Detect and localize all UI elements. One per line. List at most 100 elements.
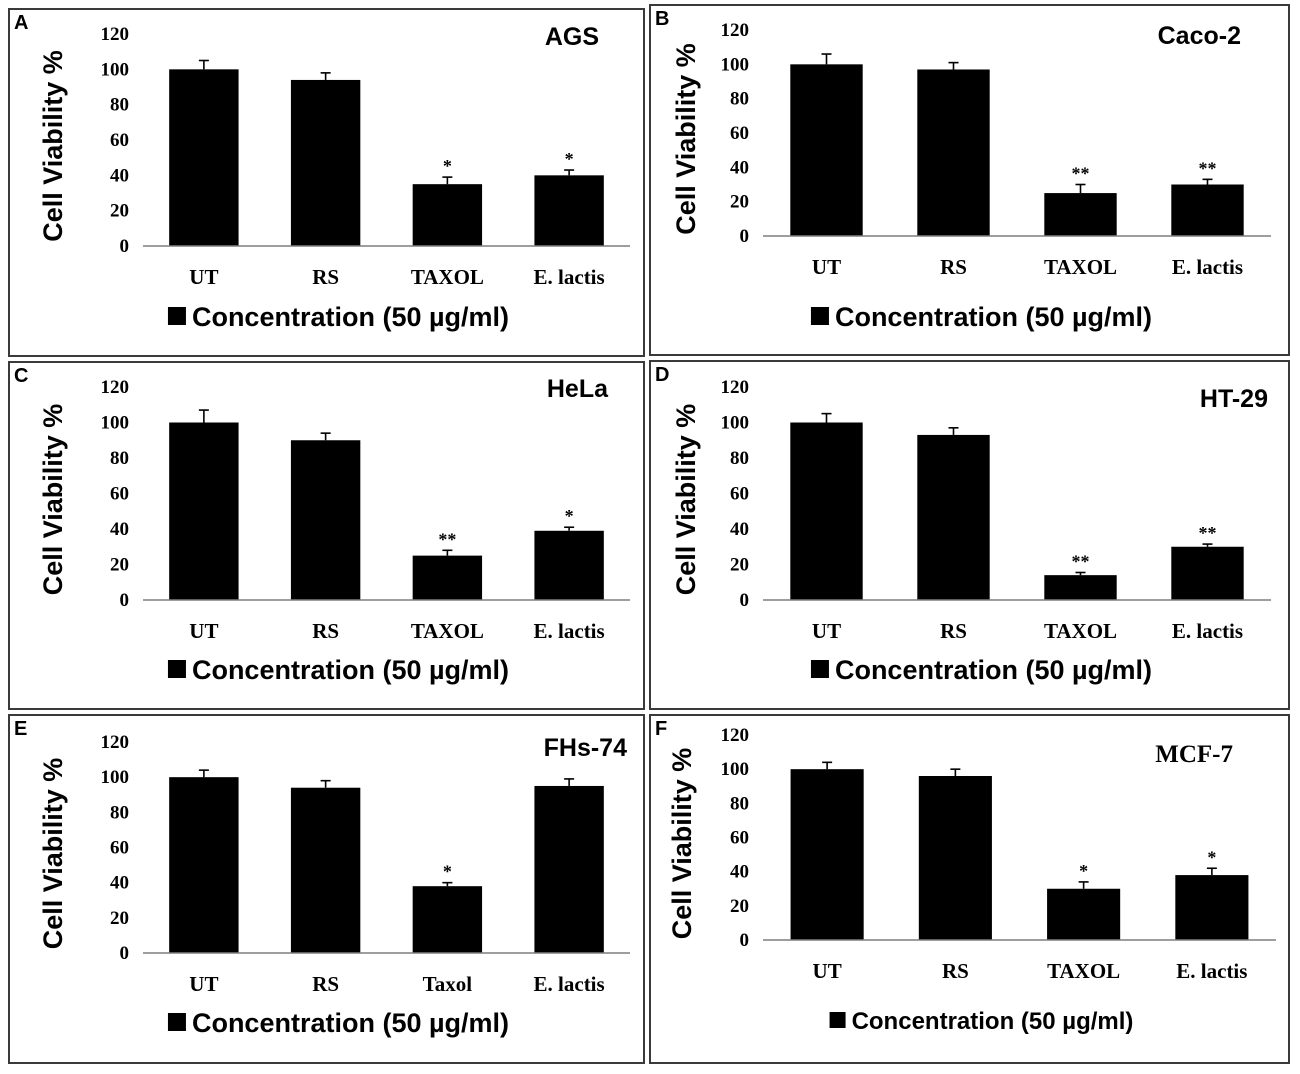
bar xyxy=(1044,193,1117,236)
significance-mark: * xyxy=(565,149,574,169)
chart-title: AGS xyxy=(545,23,599,51)
y-tick-label: 20 xyxy=(110,555,129,576)
y-axis-label: Cell Viability % xyxy=(667,748,697,940)
y-tick-label: 40 xyxy=(730,157,749,178)
chart-panel-c: C Cell Viability % 0 20 40 60 80 100 120 UT RS ** T… xyxy=(8,361,645,710)
category-label: UT xyxy=(813,959,842,983)
y-tick-label: 100 xyxy=(721,54,750,75)
legend-swatch xyxy=(810,307,829,325)
significance-mark: * xyxy=(443,156,452,176)
significance-mark: ** xyxy=(1072,164,1090,184)
y-axis-label: Cell Viability % xyxy=(671,43,701,235)
y-tick-label: 20 xyxy=(730,192,749,213)
bar xyxy=(534,785,604,953)
category-label: E. lactis xyxy=(1172,619,1243,643)
category-label: TAXOL xyxy=(1044,255,1117,279)
legend-label: Concentration (50 µg/ml) xyxy=(192,1008,509,1038)
bar xyxy=(290,440,361,600)
y-tick-label: 0 xyxy=(120,590,130,611)
y-tick-label: 120 xyxy=(721,20,750,41)
legend-swatch xyxy=(810,660,829,678)
chart-panel-a: A Cell Viability % 0 20 40 60 80 100 120 UT RS * TA… xyxy=(8,8,645,357)
bar xyxy=(1175,875,1249,940)
y-axis-label: Cell Viability % xyxy=(38,404,68,596)
bar xyxy=(917,69,990,236)
category-label: RS xyxy=(312,972,339,996)
bar xyxy=(1171,184,1244,236)
category-label: E. lactis xyxy=(534,265,605,289)
category-label: RS xyxy=(940,619,967,643)
category-label: TAXOL xyxy=(411,265,484,289)
legend-label: Concentration (50 µg/ml) xyxy=(835,655,1152,685)
y-tick-label: 40 xyxy=(110,519,129,540)
category-label: UT xyxy=(812,255,841,279)
y-tick-label: 60 xyxy=(730,828,749,849)
category-label: E. lactis xyxy=(534,619,605,643)
bar xyxy=(412,555,483,600)
bar xyxy=(534,175,604,246)
bar xyxy=(1047,888,1121,940)
panel-letter-e: E xyxy=(14,718,28,740)
significance-mark: * xyxy=(1207,847,1216,867)
bar xyxy=(290,787,361,953)
bar xyxy=(918,776,992,940)
legend-label: Concentration (50 µg/ml) xyxy=(192,655,509,685)
y-tick-label: 60 xyxy=(730,123,749,144)
y-tick-label: 120 xyxy=(101,732,130,753)
chart-svg-c: Cell Viability % 0 20 40 60 80 100 120 UT RS ** TAX… xyxy=(38,375,630,685)
panel-letter-d: D xyxy=(655,364,670,386)
panel-letter-b: B xyxy=(655,8,670,30)
panel-letter-c: C xyxy=(14,365,29,387)
category-label: TAXOL xyxy=(1047,959,1120,983)
y-tick-label: 20 xyxy=(730,896,749,917)
y-tick-label: 0 xyxy=(120,943,130,964)
y-tick-label: 80 xyxy=(110,448,129,469)
y-tick-label: 60 xyxy=(110,484,129,505)
legend-swatch xyxy=(167,307,186,325)
y-tick-label: 80 xyxy=(730,793,749,814)
bar xyxy=(790,64,863,236)
y-tick-label: 100 xyxy=(101,767,130,788)
y-tick-label: 0 xyxy=(740,930,750,951)
significance-mark: * xyxy=(443,862,452,882)
significance-mark: ** xyxy=(1199,158,1217,178)
bar xyxy=(534,530,604,600)
bar xyxy=(790,422,863,600)
category-label: UT xyxy=(189,619,218,643)
category-label: E. lactis xyxy=(1172,255,1243,279)
legend-swatch xyxy=(167,660,186,678)
legend-label: Concentration (50 µg/ml) xyxy=(192,302,509,332)
category-label: RS xyxy=(312,265,339,289)
y-tick-label: 40 xyxy=(110,165,129,186)
chart-panel-b: B Cell Viability % 0 20 40 60 80 100 120 UT RS ** T… xyxy=(649,4,1290,356)
significance-mark: * xyxy=(565,506,574,526)
bar xyxy=(169,69,239,246)
chart-svg-a: Cell Viability % 0 20 40 60 80 100 120 UT RS * TAXO… xyxy=(38,23,630,332)
legend-label: Concentration (50 µg/ml) xyxy=(852,1008,1134,1035)
significance-mark: * xyxy=(1079,861,1088,881)
y-tick-label: 100 xyxy=(721,759,750,780)
chart-title: FHs-74 xyxy=(544,734,627,762)
significance-mark: ** xyxy=(438,529,456,549)
y-tick-label: 100 xyxy=(721,413,750,434)
category-label: RS xyxy=(940,255,967,279)
y-tick-label: 80 xyxy=(110,802,129,823)
y-tick-label: 120 xyxy=(721,725,750,746)
bar xyxy=(169,777,239,953)
bar xyxy=(412,886,483,953)
y-tick-label: 20 xyxy=(730,555,749,576)
category-label: RS xyxy=(312,619,339,643)
chart-panel-e: E Cell Viability % 0 20 40 60 80 100 120 UT RS * Ta… xyxy=(8,714,645,1064)
y-tick-label: 80 xyxy=(110,95,129,116)
category-label: UT xyxy=(189,972,218,996)
category-label: UT xyxy=(189,265,218,289)
chart-svg-d: Cell Viability % 0 20 40 60 80 100 120 UT RS ** TAX… xyxy=(671,377,1271,685)
y-axis-label: Cell Viability % xyxy=(671,404,701,596)
bar xyxy=(290,79,361,246)
chart-title: HeLa xyxy=(547,375,609,403)
chart-title: MCF-7 xyxy=(1155,741,1233,768)
y-axis-label: Cell Viability % xyxy=(38,758,68,950)
chart-title: Caco-2 xyxy=(1158,22,1241,50)
legend-swatch xyxy=(167,1013,186,1031)
y-tick-label: 40 xyxy=(730,862,749,883)
